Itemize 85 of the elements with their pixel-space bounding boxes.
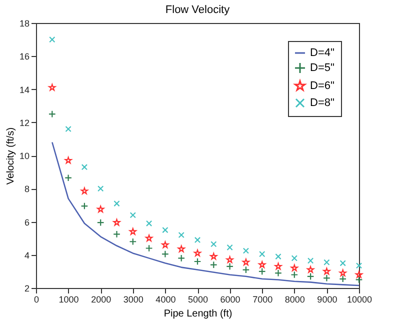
point [355,276,363,284]
point [356,262,362,269]
point [145,244,153,252]
y-tick-label: 8 [24,184,30,194]
y-tick-label: 6 [24,217,30,228]
point [129,228,136,235]
point [210,252,218,260]
x-tick-label: 5000 [188,294,208,304]
point [322,274,330,282]
point [274,262,282,270]
point [306,272,314,280]
point [162,226,168,234]
x-tick-label: 7000 [252,294,273,304]
point [210,261,218,269]
point [80,187,88,194]
y-tick-label: 18 [19,18,30,28]
point [210,241,217,248]
point [162,241,169,248]
point [242,248,250,254]
y-tick-label: 14 [19,84,30,95]
point [178,254,186,262]
x-axis-title: Pipe Length (ft) [164,308,232,320]
point [324,259,330,266]
point [80,202,88,210]
point [242,266,250,274]
x-tick-label: 0 [34,294,40,304]
point [194,236,201,244]
x-tick-label: 6000 [220,294,240,304]
point [64,174,72,182]
point [178,245,185,252]
point [290,264,298,272]
point [291,255,298,262]
point [226,244,233,250]
point [258,268,266,276]
point [258,261,266,268]
legend-label: D=8" [310,97,334,109]
x-tick-label: 10000 [346,294,372,304]
y-tick-label: 10 [19,151,30,161]
y-tick-label: 2 [24,284,30,294]
x-tick-label: 8000 [284,294,305,304]
legend-label: D=5" [310,62,334,74]
point [275,253,282,260]
x-tick-label: 1000 [58,294,79,304]
point [81,164,88,170]
point [339,269,346,276]
point [194,258,202,266]
point [98,186,104,192]
legend-label: D=4" [310,47,334,59]
y-tick-label: 4 [24,250,30,260]
point [113,230,120,238]
point [274,269,282,277]
x-tick-label: 9000 [317,294,338,304]
legend-label: D=6" [310,80,334,92]
point [97,206,104,212]
point [48,110,56,118]
point [226,262,234,270]
y-axis-title: Velocity (ft/s) [5,127,16,185]
point [242,258,250,266]
point [340,260,346,266]
point [48,84,56,91]
x-tick-label: 3000 [123,294,144,304]
point [307,258,314,264]
y-tick-label: 16 [19,52,30,62]
point [323,268,330,275]
chart-title: Flow Velocity [165,4,230,16]
line-series [52,142,360,286]
point [161,250,169,258]
point [146,220,152,226]
point [339,275,347,283]
point [114,200,120,207]
point [145,234,153,242]
y-tick-label: 12 [19,118,30,128]
point [178,232,184,238]
point [290,271,298,278]
point [96,218,104,226]
point [64,156,72,164]
point [259,250,266,258]
point [65,126,72,132]
point [226,256,234,263]
point [129,238,137,246]
x-tick-label: 4000 [156,294,176,304]
point [130,212,136,218]
x-tick-label: 2000 [91,294,112,304]
point [49,36,56,43]
point [113,218,120,226]
